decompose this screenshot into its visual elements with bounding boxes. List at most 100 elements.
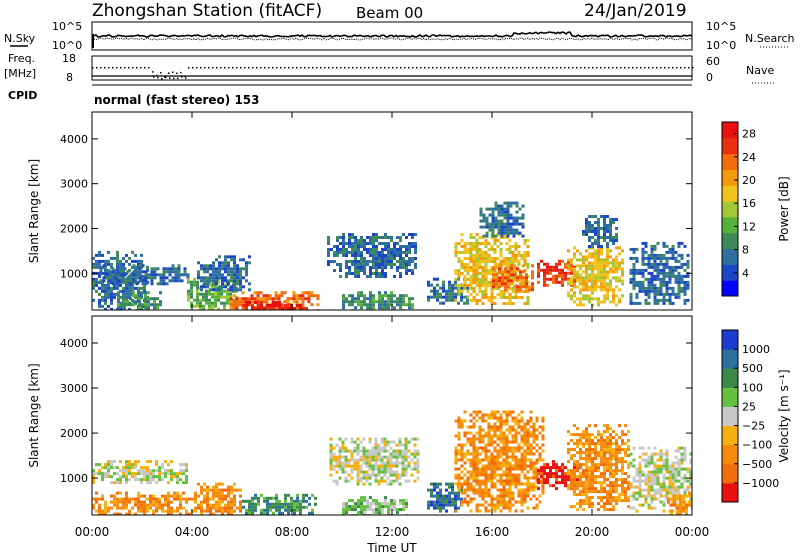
- heatmap-cell: [107, 250, 110, 254]
- heatmap-cell: [520, 500, 524, 504]
- heatmap-cell: [457, 293, 461, 296]
- heatmap-cell: [588, 273, 591, 277]
- heatmap-cell: [212, 485, 215, 489]
- colorbar-swatch: [722, 122, 738, 139]
- heatmap-cell: [125, 283, 128, 287]
- heatmap-cell: [502, 470, 506, 474]
- heatmap-cell: [451, 283, 454, 287]
- heatmap-cell: [522, 264, 525, 268]
- heatmap-cell: [203, 482, 206, 486]
- heatmap-cell: [125, 475, 128, 479]
- heatmap-cell: [98, 509, 101, 513]
- freq-point: [320, 67, 322, 69]
- heatmap-cell: [242, 285, 245, 289]
- heatmap-cell: [478, 281, 482, 284]
- heatmap-cell: [529, 485, 533, 489]
- heatmap-cell: [532, 494, 536, 498]
- heatmap-cell: [146, 475, 149, 479]
- heatmap-cell: [354, 236, 357, 239]
- heatmap-cell: [344, 455, 348, 459]
- freq-point: [280, 67, 282, 69]
- heatmap-cell: [546, 478, 549, 482]
- heatmap-cell: [606, 460, 609, 464]
- heatmap-cell: [512, 222, 516, 226]
- heatmap-cell: [215, 273, 218, 277]
- heatmap-cell: [647, 455, 651, 459]
- heatmap-cell: [463, 275, 467, 278]
- heatmap-cell: [576, 433, 579, 437]
- heatmap-cell: [606, 484, 609, 488]
- heatmap-cell: [680, 280, 684, 284]
- heatmap-cell: [523, 428, 527, 432]
- heatmap-cell: [236, 276, 239, 280]
- freq-point: [472, 67, 474, 69]
- heatmap-cell: [621, 487, 624, 491]
- heatmap-cell: [180, 279, 184, 283]
- heatmap-cell: [402, 257, 405, 260]
- heatmap-cell: [582, 276, 585, 280]
- heatmap-cell: [463, 467, 467, 471]
- heatmap-cell: [506, 225, 510, 229]
- heatmap-cell: [481, 257, 485, 260]
- freq-point: [516, 67, 518, 69]
- heatmap-cell: [466, 500, 470, 504]
- heatmap-cell: [475, 431, 479, 435]
- heatmap-cell: [506, 201, 510, 205]
- heatmap-cell: [414, 242, 417, 245]
- heatmap-cell: [493, 251, 497, 254]
- heatmap-cell: [508, 455, 512, 459]
- heatmap-cell: [433, 485, 436, 489]
- heatmap-cell: [307, 291, 311, 295]
- heatmap-cell: [342, 508, 345, 512]
- heatmap-cell: [579, 490, 582, 494]
- heatmap-cell: [514, 431, 518, 435]
- heatmap-cell: [523, 257, 527, 260]
- heatmap-cell: [436, 497, 439, 501]
- heatmap-cell: [485, 216, 489, 220]
- heatmap-cell: [345, 263, 348, 266]
- heatmap-cell: [110, 256, 113, 260]
- heatmap-cell: [514, 509, 518, 513]
- heatmap-cell: [514, 440, 518, 444]
- heatmap-cell: [138, 291, 141, 295]
- heatmap-cell: [374, 461, 378, 465]
- heatmap-cell: [594, 424, 597, 428]
- heatmap-cell: [570, 433, 573, 437]
- heatmap-cell: [99, 267, 103, 271]
- heatmap-cell: [384, 272, 387, 275]
- heatmap-cell: [371, 452, 375, 456]
- heatmap-cell: [372, 260, 375, 263]
- heatmap-cell: [116, 250, 119, 254]
- heatmap-cell: [567, 249, 570, 253]
- heatmap-cell: [386, 464, 390, 468]
- heatmap-cell: [396, 303, 399, 307]
- heatmap-cell: [250, 300, 254, 304]
- heatmap-cell: [656, 467, 660, 471]
- heatmap-cell: [490, 296, 494, 299]
- heatmap-cell: [402, 233, 405, 236]
- heatmap-cell: [506, 216, 510, 220]
- heatmap-cell: [368, 461, 372, 465]
- heatmap-cell: [155, 500, 158, 504]
- heatmap-cell: [659, 449, 663, 453]
- heatmap-cell: [227, 494, 230, 498]
- heatmap-cell: [525, 288, 528, 292]
- heatmap-cell: [615, 502, 618, 506]
- heatmap-cell: [555, 472, 558, 476]
- heatmap-cell: [615, 454, 618, 458]
- heatmap-cell: [609, 460, 612, 464]
- heatmap-cell: [641, 280, 645, 284]
- heatmap-cell: [529, 443, 533, 447]
- heatmap-cell: [281, 502, 284, 506]
- heatmap-cell: [514, 416, 518, 420]
- heatmap-cell: [662, 509, 666, 513]
- heatmap-cell: [143, 475, 146, 479]
- heatmap-cell: [653, 452, 657, 456]
- heatmap-cell: [378, 300, 381, 304]
- heatmap-cell: [451, 500, 454, 504]
- heatmap-cell: [239, 270, 242, 274]
- heatmap-cell: [503, 228, 507, 232]
- heatmap-cell: [612, 221, 615, 224]
- heatmap-cell: [638, 476, 642, 480]
- heatmap-cell: [369, 291, 372, 295]
